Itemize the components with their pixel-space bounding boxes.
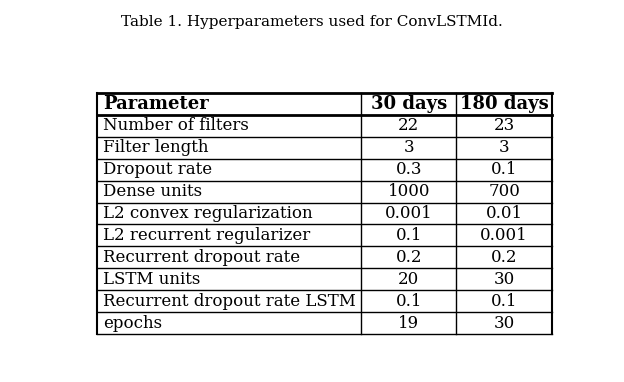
Text: 23: 23	[494, 117, 515, 134]
Text: Parameter: Parameter	[103, 95, 209, 113]
Text: 19: 19	[398, 315, 419, 332]
Text: 700: 700	[488, 183, 520, 200]
Text: 30: 30	[494, 315, 515, 332]
Text: 3: 3	[499, 139, 510, 156]
Text: LSTM units: LSTM units	[103, 271, 200, 288]
Text: Filter length: Filter length	[103, 139, 208, 156]
Text: 30: 30	[494, 271, 515, 288]
Text: 22: 22	[398, 117, 419, 134]
Text: Number of filters: Number of filters	[103, 117, 249, 134]
Text: 3: 3	[404, 139, 414, 156]
Text: 0.1: 0.1	[396, 293, 422, 310]
Text: 0.1: 0.1	[491, 293, 517, 310]
Text: 0.3: 0.3	[396, 161, 422, 178]
Text: 0.001: 0.001	[385, 205, 432, 222]
Text: L2 recurrent regularizer: L2 recurrent regularizer	[103, 227, 310, 244]
Text: L2 convex regularization: L2 convex regularization	[103, 205, 313, 222]
Text: 0.1: 0.1	[396, 227, 422, 244]
Text: 1000: 1000	[388, 183, 430, 200]
Text: Dropout rate: Dropout rate	[103, 161, 212, 178]
Text: 0.1: 0.1	[491, 161, 517, 178]
Text: Recurrent dropout rate: Recurrent dropout rate	[103, 249, 300, 266]
Text: Dense units: Dense units	[103, 183, 202, 200]
Text: Recurrent dropout rate LSTM: Recurrent dropout rate LSTM	[103, 293, 356, 310]
Text: epochs: epochs	[103, 315, 162, 332]
Text: 180 days: 180 days	[460, 95, 548, 113]
Text: 20: 20	[398, 271, 419, 288]
Text: 0.001: 0.001	[480, 227, 528, 244]
Text: 0.01: 0.01	[485, 205, 523, 222]
Text: 30 days: 30 days	[371, 95, 447, 113]
Text: 0.2: 0.2	[491, 249, 517, 266]
Text: Table 1. Hyperparameters used for ConvLSTMId.: Table 1. Hyperparameters used for ConvLS…	[121, 15, 503, 29]
Text: 0.2: 0.2	[396, 249, 422, 266]
